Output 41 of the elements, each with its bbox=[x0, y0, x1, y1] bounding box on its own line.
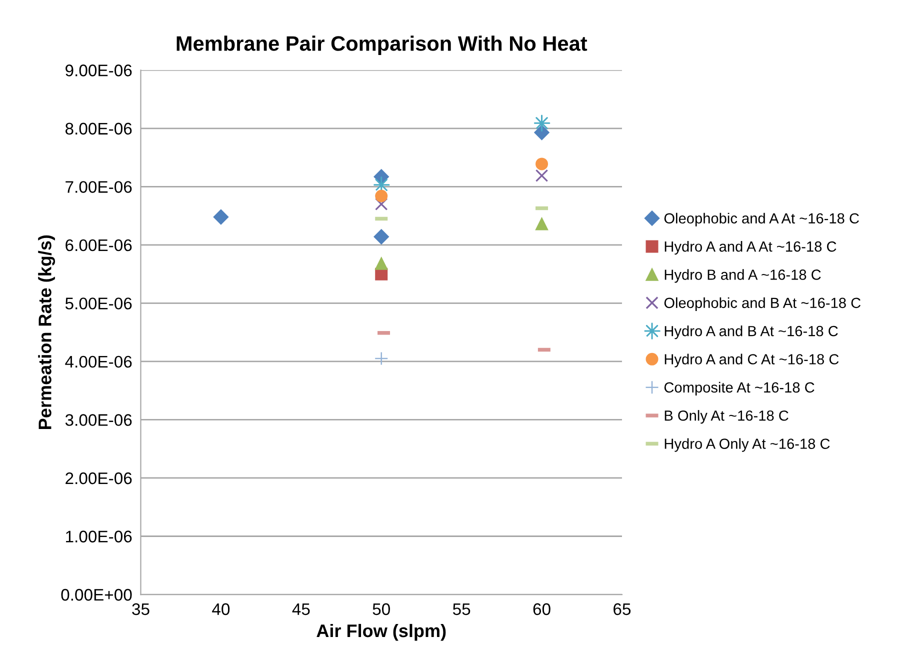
point bbox=[375, 257, 388, 270]
point bbox=[372, 176, 390, 194]
legend-label: Oleophobic and B At ~16-18 C bbox=[664, 297, 861, 311]
x-tick-label: 50 bbox=[372, 603, 390, 616]
point bbox=[536, 158, 548, 170]
legend-label: Hydro A Only At ~16-18 C bbox=[664, 438, 830, 452]
y-tick-label: 4.00E-06 bbox=[65, 356, 132, 368]
x-tick-label: 35 bbox=[132, 603, 150, 616]
y-tick-label: 0.00E+00 bbox=[61, 588, 132, 601]
x-tick-label: 45 bbox=[292, 603, 310, 616]
point bbox=[213, 209, 229, 225]
point bbox=[374, 229, 389, 244]
y-tick-label: 3.00E-06 bbox=[65, 414, 132, 426]
legend-label: Hydro A and A At ~16-18 C bbox=[664, 241, 836, 255]
y-tick-label: 8.00E-06 bbox=[65, 122, 132, 135]
point bbox=[536, 218, 548, 230]
point bbox=[534, 124, 550, 140]
x-tick-label: 40 bbox=[212, 603, 230, 616]
point bbox=[375, 190, 388, 202]
x-tick-label: 65 bbox=[614, 603, 631, 616]
x-tick-label: 60 bbox=[533, 603, 550, 616]
x-tick-label: 55 bbox=[452, 603, 470, 616]
point bbox=[535, 169, 548, 182]
point bbox=[374, 352, 388, 366]
legend-label: Hydro B and A ~16-18 C bbox=[664, 269, 821, 283]
point bbox=[374, 198, 388, 211]
chart-title: Membrane Pair Comparison With No Heat bbox=[176, 36, 588, 56]
y-tick-label: 1.00E-06 bbox=[66, 530, 132, 542]
y-tick-label: 6.00E-06 bbox=[66, 239, 132, 252]
y-axis-title: Permeation Rate (kg/s) bbox=[38, 235, 56, 429]
legend-label: Hydro A and C At ~16-18 C bbox=[664, 354, 839, 368]
y-tick-label: 9.00E-06 bbox=[66, 64, 132, 76]
legend-label: Composite At ~16-18 C bbox=[664, 382, 814, 396]
legend-label: Hydro A and B At ~16-18 C bbox=[664, 326, 838, 340]
y-tick-label: 7.00E-06 bbox=[66, 181, 132, 193]
x-axis-title: Air Flow (slpm) bbox=[316, 624, 446, 641]
y-tick-label: 2.00E-06 bbox=[66, 472, 132, 484]
legend-label: Oleophobic and A At ~16-18 C bbox=[664, 212, 859, 226]
point bbox=[533, 114, 550, 132]
legend-label: B Only At ~16-18 C bbox=[664, 410, 788, 424]
y-tick-label: 5.00E-06 bbox=[65, 298, 132, 310]
